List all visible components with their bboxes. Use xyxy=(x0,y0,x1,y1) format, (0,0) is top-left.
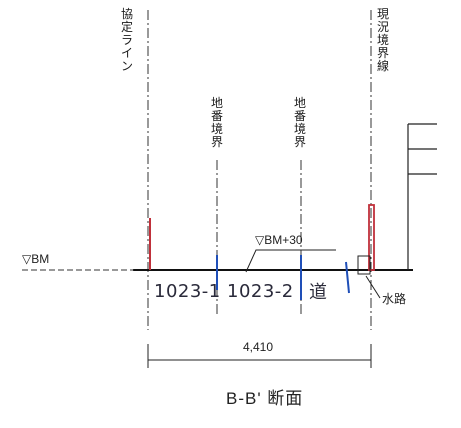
waterway-label: 水路 xyxy=(382,292,407,306)
red-marker-right xyxy=(368,204,375,271)
genkyo-kyokai-label: 現 況 境 界 線 xyxy=(376,7,389,73)
waterway-box xyxy=(357,255,371,275)
bm-plus-leader xyxy=(245,249,336,273)
chiban-kyokai-label-1: 地 番 境 界 xyxy=(210,96,223,149)
road-label: 道 xyxy=(309,282,327,303)
blue-marker-3 xyxy=(345,261,350,294)
bm-plus-label: ▽BM+30 xyxy=(255,233,303,247)
lot-2-label: 1023-2 xyxy=(227,281,294,302)
bm-label: ▽BM xyxy=(22,252,50,266)
kyotei-line-label: 協 定 ラ イ ン xyxy=(120,7,133,73)
waterway-leader xyxy=(365,275,381,299)
lot-1-label: 1023-1 xyxy=(154,281,221,302)
dimension-label: 4,410 xyxy=(243,340,274,354)
chiban-kyokai-label-2: 地 番 境 界 xyxy=(293,96,306,149)
section-title: B-B' 断面 xyxy=(226,389,304,408)
